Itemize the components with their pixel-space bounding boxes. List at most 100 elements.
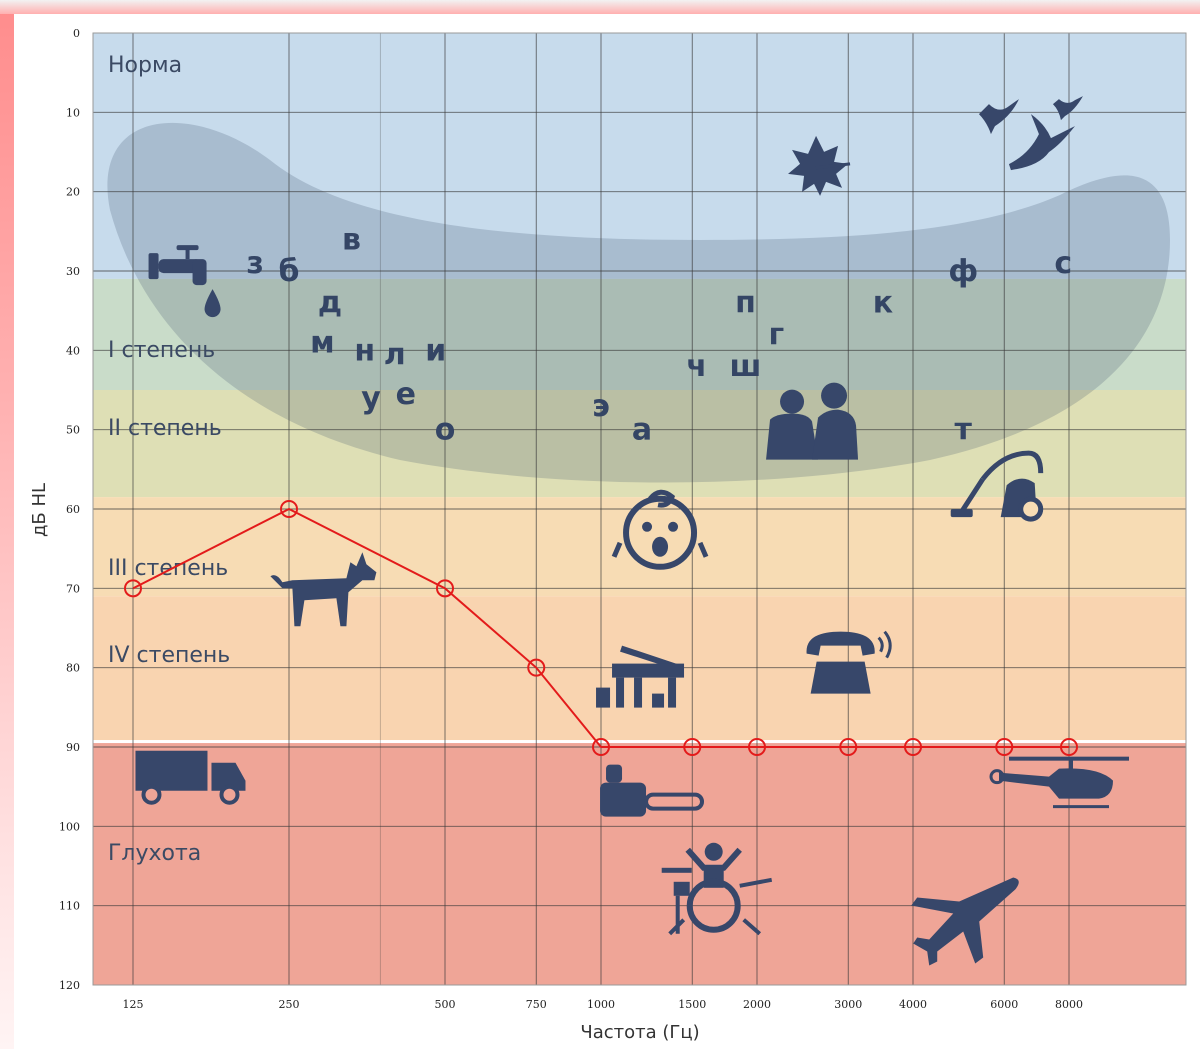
- vacuum-nozzle: [950, 509, 973, 518]
- chainsaw-bar: [644, 792, 705, 811]
- vacuum-tube: [958, 477, 985, 515]
- x-tick-label: 8000: [1055, 998, 1083, 1011]
- data-point: [839, 738, 858, 756]
- airplane-icon: [911, 877, 1019, 966]
- drummer-icon: [661, 842, 773, 936]
- piano-leg: [634, 677, 643, 708]
- speech-banana: [107, 122, 1170, 483]
- piano-top: [612, 663, 685, 678]
- phone-ring-waves: [877, 630, 892, 659]
- speech-letter: о: [435, 413, 456, 448]
- bird-small-left: [978, 99, 1019, 135]
- x-tick-label: 3000: [834, 998, 862, 1011]
- zone-label-6: Глухота: [108, 841, 201, 866]
- chainsaw-handle: [606, 764, 623, 783]
- y-tick-label: 50: [66, 424, 80, 437]
- baby-face: [623, 495, 698, 570]
- x-axis-label: Частота (Гц): [580, 1022, 699, 1043]
- data-point: [748, 738, 766, 756]
- speech-letter: ш: [730, 349, 762, 384]
- cymbal: [661, 867, 692, 873]
- data-point: [124, 579, 142, 598]
- y-tick-label: 110: [59, 900, 80, 913]
- faucet-base: [148, 253, 159, 280]
- x-tick-label: 125: [123, 998, 144, 1011]
- faucet-handle: [176, 245, 199, 251]
- phone-handset: [806, 631, 875, 656]
- x-tick-label: 750: [526, 998, 547, 1011]
- x-tick-label: 1500: [678, 998, 706, 1011]
- speech-letter: ч: [686, 349, 707, 384]
- y-tick-label: 80: [66, 662, 80, 675]
- piano-pedals: [652, 693, 665, 708]
- x-axis-ticks: 125 250 500 750 1000 1500 2000 3000 4000 6000 8000: [123, 998, 1084, 1011]
- data-point: [527, 658, 546, 677]
- x-tick-label: 1000: [587, 998, 615, 1011]
- speech-letter: к: [873, 286, 893, 321]
- piano-bench: [596, 687, 611, 708]
- data-point: [592, 738, 610, 756]
- piano-leg: [616, 677, 625, 708]
- plot-border: [92, 32, 1187, 986]
- speech-letters: в з бдм н л и у ео эа пг ч ш к ф с т: [246, 222, 1072, 447]
- crying-baby-icon: [611, 489, 709, 570]
- data-point: [904, 738, 922, 756]
- faucet-icon: [148, 245, 221, 318]
- zone-label-5: IV степень: [108, 643, 230, 668]
- y-tick-label: 60: [66, 503, 80, 516]
- chainsaw-body: [600, 782, 647, 817]
- baby-eye: [642, 521, 653, 532]
- faucet-stem: [185, 249, 190, 260]
- speech-letter: б: [279, 254, 300, 289]
- snare-drum: [673, 881, 690, 896]
- zone-label-1: Норма: [108, 53, 182, 78]
- data-point: [683, 738, 702, 756]
- speech-banana-shape: [107, 122, 1170, 483]
- x-tick-label: 2000: [743, 998, 771, 1011]
- faucet-pipe: [158, 259, 201, 274]
- zone-label-3: II степень: [108, 416, 222, 441]
- x-tick-label: 6000: [990, 998, 1018, 1011]
- truck-wheel: [219, 784, 240, 805]
- y-tick-label: 20: [66, 186, 80, 199]
- baby-mouth: [652, 536, 669, 557]
- drum-stands: [668, 877, 773, 936]
- dog-silhouette: [270, 552, 377, 627]
- y-tick-label: 100: [59, 820, 80, 833]
- x-tick-label: 500: [435, 998, 456, 1011]
- sound-icons: [135, 96, 1129, 966]
- x-tick-label: 4000: [899, 998, 927, 1011]
- y-tick-label: 40: [66, 344, 80, 357]
- data-point: [280, 500, 298, 518]
- speech-letter: е: [396, 377, 416, 412]
- bird-small-right: [1052, 96, 1083, 121]
- speech-letter: н: [354, 333, 375, 368]
- phone-base: [810, 661, 871, 694]
- bird-large: [1008, 114, 1075, 171]
- speech-letter: т: [955, 413, 973, 448]
- birds-icon: [978, 96, 1083, 171]
- water-drop: [204, 289, 221, 318]
- series-line: [132, 507, 1069, 748]
- speech-letter: м: [310, 325, 335, 360]
- dog-icon: [270, 552, 377, 627]
- person-body-right: [812, 409, 859, 460]
- airplane-silhouette: [911, 877, 1019, 966]
- zone-labels: Норма I степень II степень III степень IV ст…: [108, 53, 230, 866]
- piano-leg: [668, 677, 677, 708]
- bass-drum: [686, 878, 741, 933]
- conversation-icon: [766, 382, 859, 460]
- truck-cab: [211, 762, 246, 791]
- speech-letter: ф: [948, 254, 978, 289]
- person-head-left: [780, 389, 805, 414]
- x-tick-label: 250: [279, 998, 300, 1011]
- data-point: [436, 579, 454, 598]
- y-axis-label: дБ HL: [29, 483, 50, 537]
- leaf-stem: [815, 162, 851, 170]
- speech-letter: д: [318, 286, 342, 321]
- vacuum-icon: [950, 450, 1044, 522]
- chainsaw-icon: [600, 764, 705, 817]
- truck-wheel: [141, 784, 162, 805]
- speech-letter: и: [425, 333, 446, 368]
- leaf-icon: [788, 135, 851, 196]
